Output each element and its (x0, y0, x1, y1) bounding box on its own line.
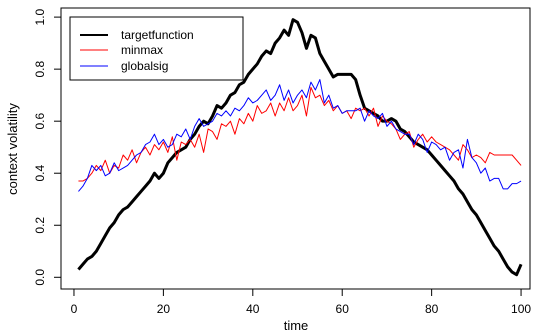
series-layer (77, 18, 523, 277)
y-tick-label: 0.6 (33, 113, 47, 130)
legend: targetfunction minmax globalsig (69, 16, 244, 81)
series-line-globalsig (78, 79, 522, 192)
legend-label: targetfunction (121, 28, 194, 42)
legend-item: targetfunction (80, 28, 194, 42)
x-axis-label: time (284, 318, 309, 331)
legend-label: minmax (121, 43, 163, 57)
y-tick-label: 0.2 (33, 217, 47, 234)
legend-item: minmax (80, 43, 163, 57)
legend-label: globalsig (121, 59, 168, 73)
x-tick-label: 20 (157, 302, 171, 316)
x-ticks: 0 20 40 60 80 100 (71, 289, 531, 316)
x-tick-label: 80 (425, 302, 439, 316)
y-axis: 0.0 0.2 0.4 0.6 0.8 1.0 context volatility (5, 8, 62, 286)
y-ticks: 0.0 0.2 0.4 0.6 0.8 1.0 (33, 8, 61, 286)
y-tick-label: 1.0 (33, 8, 47, 25)
y-axis-label: context volatility (5, 103, 20, 195)
y-tick-label: 0.0 (33, 269, 47, 286)
x-tick-label: 60 (336, 302, 350, 316)
y-tick-label: 0.8 (33, 60, 47, 77)
legend-item: globalsig (80, 59, 168, 73)
y-tick-label: 0.4 (33, 165, 47, 182)
series-line-targetfunction (77, 18, 523, 277)
series-line-minmax (78, 86, 522, 182)
x-tick-label: 40 (246, 302, 260, 316)
x-tick-label: 100 (511, 302, 531, 316)
legend-box (69, 16, 244, 81)
x-axis: 0 20 40 60 80 100 time (71, 288, 531, 331)
x-tick-label: 0 (71, 302, 78, 316)
